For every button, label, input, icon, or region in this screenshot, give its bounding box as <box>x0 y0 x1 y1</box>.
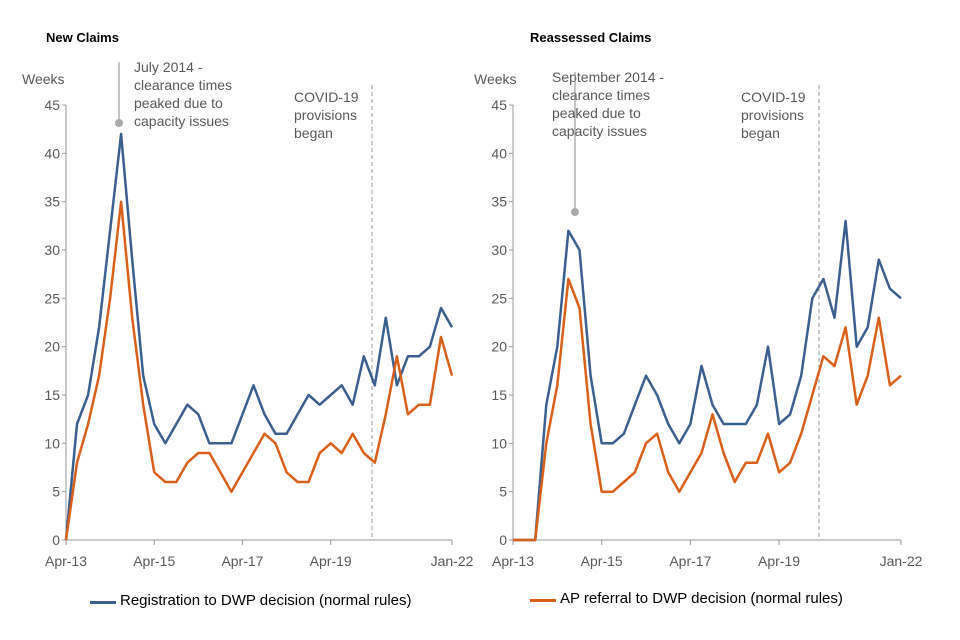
y-tick-label: 35 <box>491 194 507 210</box>
annotation: September 2014 - <box>552 69 664 85</box>
annotation: capacity issues <box>552 123 647 139</box>
chart-title: Reassessed Claims <box>530 30 651 45</box>
y-tick-label: 20 <box>44 339 60 355</box>
y-tick-label: 25 <box>44 290 60 306</box>
y-tick-label: 30 <box>491 242 507 258</box>
annotation: clearance times <box>134 77 232 93</box>
x-tick-label: Apr-17 <box>221 553 263 569</box>
y-tick-label: 40 <box>491 145 507 161</box>
annotation: COVID-19 <box>294 89 359 105</box>
y-axis-label: Weeks <box>474 71 517 87</box>
y-tick-label: 0 <box>52 532 60 548</box>
x-tick-label: Apr-15 <box>581 553 623 569</box>
annotation: peaked due to <box>134 95 223 111</box>
annotation: began <box>741 125 780 141</box>
series-line <box>513 219 902 542</box>
y-tick-label: 10 <box>491 435 507 451</box>
y-tick-label: 45 <box>491 97 507 113</box>
x-tick-label: Apr-17 <box>669 553 711 569</box>
annotation: clearance times <box>552 87 650 103</box>
legend-item: Registration to DWP decision (normal rul… <box>90 592 430 609</box>
annotation: provisions <box>741 107 804 123</box>
y-tick-label: 40 <box>44 145 60 161</box>
x-tick-label: Apr-19 <box>310 553 352 569</box>
annotation: July 2014 - <box>134 59 203 75</box>
y-tick-label: 30 <box>44 242 60 258</box>
y-tick-label: 45 <box>44 97 60 113</box>
x-tick-label: Apr-15 <box>133 553 175 569</box>
y-tick-label: 5 <box>499 484 507 500</box>
annotation-dot <box>115 119 123 127</box>
legend-text: Registration to DWP decision (normal rul… <box>120 592 412 609</box>
x-tick-label: Apr-13 <box>45 553 87 569</box>
series-line <box>64 200 454 541</box>
annotation: peaked due to <box>552 105 641 121</box>
legend-swatch <box>530 599 556 602</box>
series-line <box>64 132 454 541</box>
x-tick-label: Apr-13 <box>492 553 534 569</box>
y-tick-label: 20 <box>491 339 507 355</box>
annotation: capacity issues <box>134 113 229 129</box>
annotation: began <box>294 125 333 141</box>
legend-swatch <box>90 601 116 604</box>
y-tick-label: 15 <box>44 387 60 403</box>
y-tick-label: 25 <box>491 290 507 306</box>
annotation-dot <box>571 208 579 216</box>
chart-title: New Claims <box>46 30 119 45</box>
y-tick-label: 35 <box>44 194 60 210</box>
series-line <box>513 277 902 542</box>
annotation: COVID-19 <box>741 89 806 105</box>
legend-item: AP referral to DWP decision (normal rule… <box>530 590 930 607</box>
legend-text: AP referral to DWP decision (normal rule… <box>560 590 843 607</box>
y-tick-label: 5 <box>52 484 60 500</box>
x-tick-label: Apr-19 <box>758 553 800 569</box>
x-tick-label: Jan-22 <box>880 553 923 569</box>
y-tick-label: 0 <box>499 532 507 548</box>
annotation: provisions <box>294 107 357 123</box>
x-tick-label: Jan-22 <box>431 553 474 569</box>
y-axis-label: Weeks <box>22 71 65 87</box>
y-tick-label: 10 <box>44 435 60 451</box>
y-tick-label: 15 <box>491 387 507 403</box>
